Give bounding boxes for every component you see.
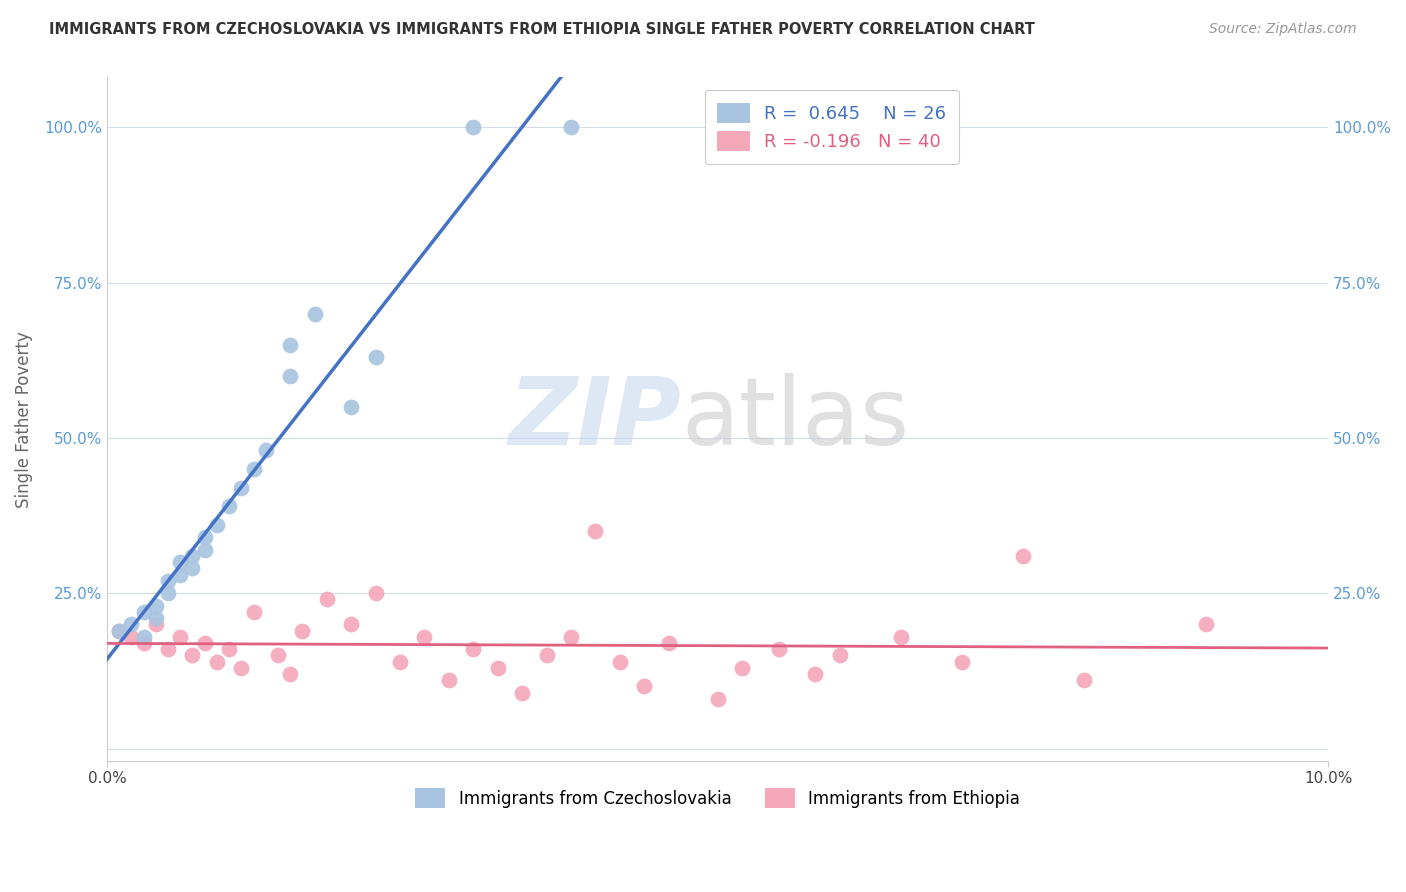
Point xyxy=(609,655,631,669)
Point xyxy=(315,592,337,607)
Point xyxy=(267,648,290,663)
Point xyxy=(706,692,728,706)
Point xyxy=(950,655,973,669)
Point xyxy=(278,368,301,383)
Point xyxy=(120,617,142,632)
Point xyxy=(169,567,191,582)
Point xyxy=(132,636,155,650)
Point xyxy=(181,648,204,663)
Point xyxy=(364,586,387,600)
Point xyxy=(181,549,204,563)
Point xyxy=(890,630,912,644)
Point xyxy=(205,517,228,532)
Point xyxy=(828,648,851,663)
Point xyxy=(218,500,240,514)
Point xyxy=(364,350,387,364)
Point xyxy=(218,642,240,657)
Text: IMMIGRANTS FROM CZECHOSLOVAKIA VS IMMIGRANTS FROM ETHIOPIA SINGLE FATHER POVERTY: IMMIGRANTS FROM CZECHOSLOVAKIA VS IMMIGR… xyxy=(49,22,1035,37)
Point xyxy=(804,667,827,681)
Point xyxy=(583,524,606,538)
Point xyxy=(132,630,155,644)
Y-axis label: Single Father Poverty: Single Father Poverty xyxy=(15,331,32,508)
Point xyxy=(242,605,264,619)
Point xyxy=(1011,549,1033,563)
Point xyxy=(132,605,155,619)
Point xyxy=(658,636,681,650)
Point xyxy=(389,655,412,669)
Point xyxy=(108,624,131,638)
Point xyxy=(181,561,204,575)
Point xyxy=(194,636,217,650)
Point xyxy=(731,661,754,675)
Point xyxy=(536,648,558,663)
Point xyxy=(157,642,180,657)
Point xyxy=(463,120,485,135)
Text: ZIP: ZIP xyxy=(508,373,681,466)
Point xyxy=(633,680,655,694)
Point xyxy=(194,542,217,557)
Point xyxy=(278,667,301,681)
Point xyxy=(157,574,180,588)
Point xyxy=(278,337,301,351)
Text: atlas: atlas xyxy=(681,373,910,466)
Point xyxy=(231,481,253,495)
Point xyxy=(157,586,180,600)
Point xyxy=(254,443,277,458)
Point xyxy=(291,624,314,638)
Point xyxy=(205,655,228,669)
Point xyxy=(486,661,509,675)
Point xyxy=(1073,673,1095,688)
Point xyxy=(560,120,582,135)
Point xyxy=(242,462,264,476)
Point xyxy=(768,642,790,657)
Point xyxy=(1195,617,1218,632)
Point xyxy=(413,630,436,644)
Point xyxy=(340,617,363,632)
Point xyxy=(231,661,253,675)
Point xyxy=(463,642,485,657)
Point xyxy=(510,686,533,700)
Point xyxy=(437,673,460,688)
Point xyxy=(169,630,191,644)
Point xyxy=(340,400,363,414)
Point xyxy=(145,611,167,625)
Legend: Immigrants from Czechoslovakia, Immigrants from Ethiopia: Immigrants from Czechoslovakia, Immigran… xyxy=(409,781,1026,814)
Point xyxy=(145,599,167,613)
Text: Source: ZipAtlas.com: Source: ZipAtlas.com xyxy=(1209,22,1357,37)
Point xyxy=(145,617,167,632)
Point xyxy=(169,555,191,569)
Point xyxy=(120,630,142,644)
Point xyxy=(194,530,217,544)
Point xyxy=(560,630,582,644)
Point xyxy=(304,307,326,321)
Point xyxy=(108,624,131,638)
